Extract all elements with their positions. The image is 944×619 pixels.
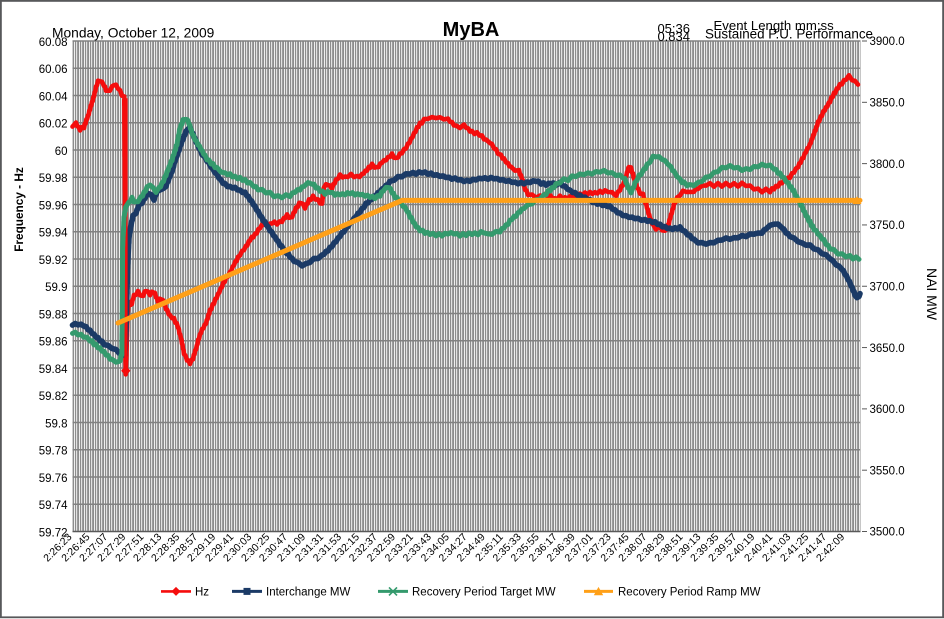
svg-text:05:36: 05:36 xyxy=(657,21,690,36)
svg-text:3700.0: 3700.0 xyxy=(870,281,905,293)
svg-text:59.84: 59.84 xyxy=(39,364,68,376)
svg-text:59.88: 59.88 xyxy=(39,309,68,321)
svg-text:Sustained P.U. Performance: Sustained P.U. Performance xyxy=(705,27,873,42)
svg-text:59.72: 59.72 xyxy=(39,527,68,539)
svg-text:59.9: 59.9 xyxy=(45,282,67,294)
svg-text:3750.0: 3750.0 xyxy=(870,220,905,232)
svg-text:3550.0: 3550.0 xyxy=(870,465,905,477)
svg-text:60.06: 60.06 xyxy=(39,64,68,76)
svg-text:3900.0: 3900.0 xyxy=(870,36,905,48)
svg-text:60.02: 60.02 xyxy=(39,119,68,131)
svg-text:3800.0: 3800.0 xyxy=(870,159,905,171)
svg-text:3600.0: 3600.0 xyxy=(870,404,905,416)
svg-text:Monday, October 12, 2009: Monday, October 12, 2009 xyxy=(52,26,215,41)
svg-text:MyBA: MyBA xyxy=(443,19,500,41)
svg-text:60.08: 60.08 xyxy=(39,37,68,49)
svg-text:60: 60 xyxy=(55,146,68,158)
svg-text:Event Length mm:ss: Event Length mm:ss xyxy=(714,18,835,33)
svg-text:0.834: 0.834 xyxy=(657,29,690,44)
svg-text:59.8: 59.8 xyxy=(45,418,67,430)
svg-text:59.82: 59.82 xyxy=(39,391,68,403)
svg-text:NAI MW: NAI MW xyxy=(924,268,940,321)
svg-text:Recovery Period Ramp MW: Recovery Period Ramp MW xyxy=(618,586,761,598)
svg-text:60.04: 60.04 xyxy=(39,91,68,103)
svg-text:59.94: 59.94 xyxy=(39,228,68,240)
svg-text:59.78: 59.78 xyxy=(39,446,68,458)
svg-text:Frequency - Hz: Frequency - Hz xyxy=(12,167,26,252)
svg-text:59.76: 59.76 xyxy=(39,473,68,485)
svg-text:Interchange MW: Interchange MW xyxy=(266,586,351,598)
svg-text:59.74: 59.74 xyxy=(39,500,68,512)
svg-text:59.92: 59.92 xyxy=(39,255,68,267)
svg-text:59.98: 59.98 xyxy=(39,173,68,185)
svg-text:59.86: 59.86 xyxy=(39,337,68,349)
svg-text:Recovery Period Target MW: Recovery Period Target MW xyxy=(412,586,556,598)
svg-text:3650.0: 3650.0 xyxy=(870,343,905,355)
svg-text:59.96: 59.96 xyxy=(39,200,68,212)
svg-text:Hz: Hz xyxy=(195,586,209,598)
svg-text:3850.0: 3850.0 xyxy=(870,98,905,110)
svg-text:3500.0: 3500.0 xyxy=(870,527,905,539)
